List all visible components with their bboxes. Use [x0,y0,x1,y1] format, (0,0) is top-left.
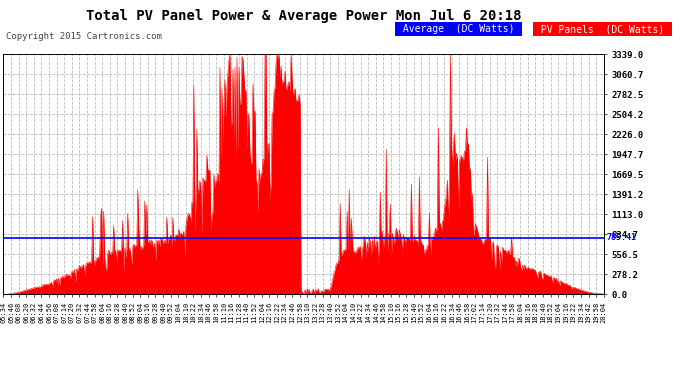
Text: Average  (DC Watts): Average (DC Watts) [397,24,520,34]
Text: Copyright 2015 Cartronics.com: Copyright 2015 Cartronics.com [6,32,161,41]
Text: PV Panels  (DC Watts): PV Panels (DC Watts) [535,24,670,34]
Text: Total PV Panel Power & Average Power Mon Jul 6 20:18: Total PV Panel Power & Average Power Mon… [86,9,522,23]
Text: 785.41: 785.41 [606,233,636,242]
